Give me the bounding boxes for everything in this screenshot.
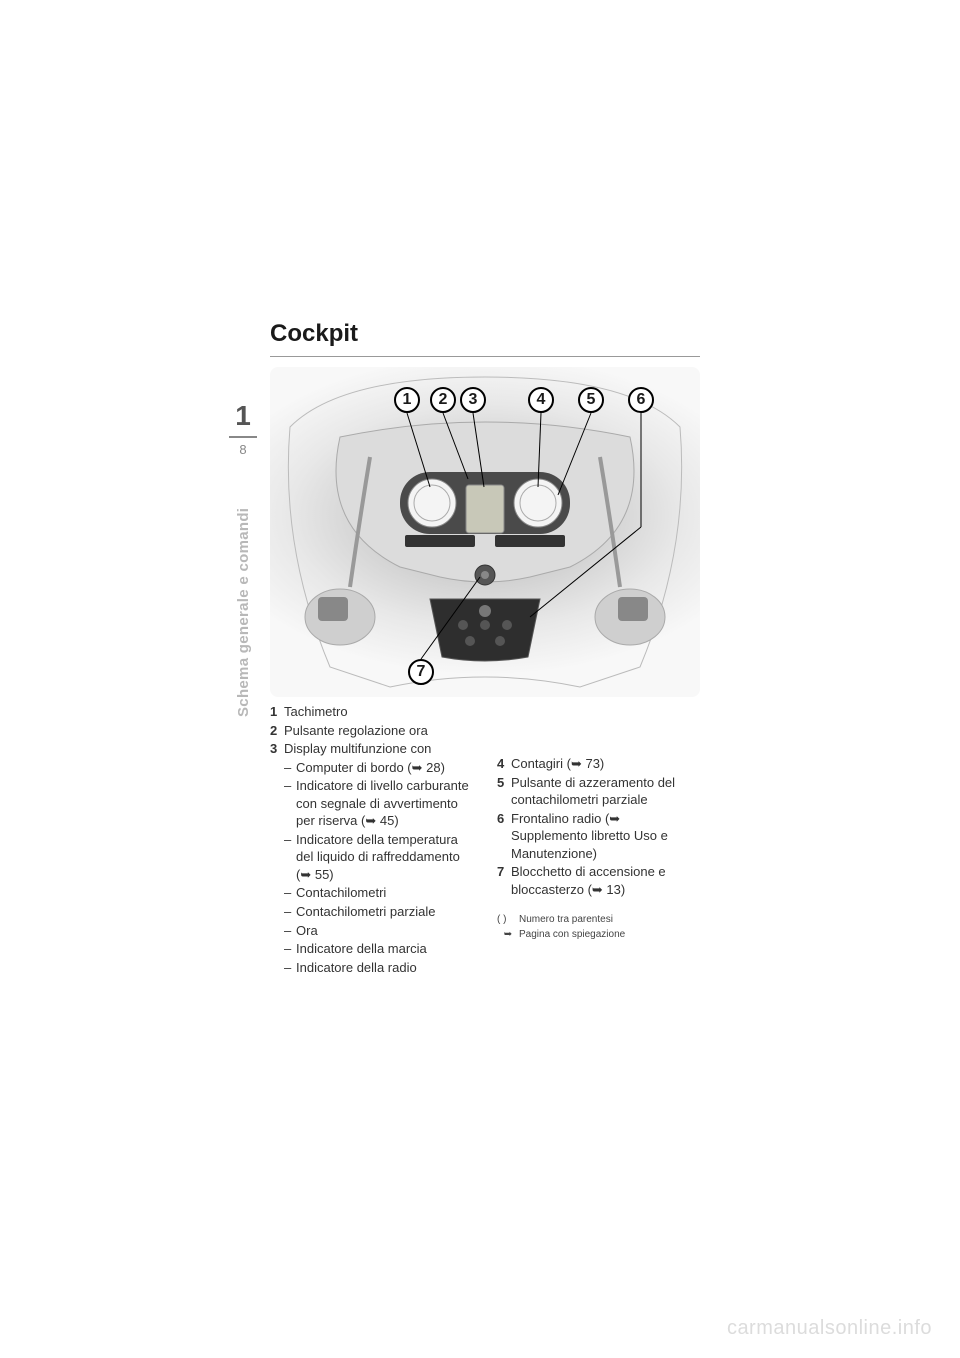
cockpit-diagram: 1 2 3 4 5 6 7 [270, 367, 700, 697]
legend-item-5: 5 Pulsante di azzeramento del contachilo… [497, 774, 700, 809]
cockpit-illustration [270, 367, 700, 697]
legend-text: Blocchetto di accensione e bloccasterzo … [511, 863, 700, 898]
sub-text: Computer di bordo (➥ 28) [296, 759, 473, 777]
section-label: Schema generale e comandi [235, 497, 252, 727]
legend-sub: –Contachilometri [270, 884, 473, 902]
legend-text: Pulsante regolazione ora [284, 722, 473, 740]
legend-item-3: 3 Display multifunzione con [270, 740, 473, 758]
dash: – [284, 940, 296, 958]
footnote-row: ( ) Numero tra parentesi [497, 912, 700, 927]
legend-item-1: 1 Tachimetro [270, 703, 473, 721]
legend-sub: –Indicatore di livello carbu­rante con s… [270, 777, 473, 830]
legend-item-4: 4 Contagiri (➥ 73) [497, 755, 700, 773]
callout-5: 5 [578, 387, 604, 413]
legend-right-column: 4 Contagiri (➥ 73) 5 Pulsante di azzeram… [497, 703, 700, 977]
legend-text: Pulsante di azzeramento del contachilome… [511, 774, 700, 809]
legend-item-6: 6 Frontalino radio (➥ Supplemento libret… [497, 810, 700, 863]
footnote-symbol: ➥ [497, 927, 519, 942]
legend-columns: 1 Tachimetro 2 Pulsante regolazione ora … [270, 703, 700, 977]
legend-item-2: 2 Pulsante regolazione ora [270, 722, 473, 740]
dash: – [284, 884, 296, 902]
legend-num: 5 [497, 774, 511, 809]
legend-num: 2 [270, 722, 284, 740]
dash: – [284, 922, 296, 940]
legend-text: Contagiri (➥ 73) [511, 755, 700, 773]
callout-3: 3 [460, 387, 486, 413]
sub-text: Contachilometri parziale [296, 903, 473, 921]
legend-text: Display multifunzione con [284, 740, 473, 758]
sub-text: Indicatore della tempera­tura del liquid… [296, 831, 473, 884]
dash: – [284, 831, 296, 884]
legend-sub: –Computer di bordo (➥ 28) [270, 759, 473, 777]
callout-6: 6 [628, 387, 654, 413]
dash: – [284, 903, 296, 921]
legend-sub: –Indicatore della radio [270, 959, 473, 977]
footnote-text: Pagina con spiegazione [519, 927, 625, 942]
legend-num: 4 [497, 755, 511, 773]
sub-text: Contachilometri [296, 884, 473, 902]
sub-text: Indicatore di livello carbu­rante con se… [296, 777, 473, 830]
page-title: Cockpit [270, 320, 960, 348]
legend-num: 3 [270, 740, 284, 758]
legend-sub: –Contachilometri parziale [270, 903, 473, 921]
callout-2: 2 [430, 387, 456, 413]
legend-text: Frontalino radio (➥ Supplemento libretto… [511, 810, 700, 863]
dash: – [284, 759, 296, 777]
chapter-rule [229, 436, 257, 438]
legend-item-7: 7 Blocchetto di accensione e bloccasterz… [497, 863, 700, 898]
callout-1: 1 [394, 387, 420, 413]
callout-7: 7 [408, 659, 434, 685]
legend-sub: –Indicatore della tempera­tura del liqui… [270, 831, 473, 884]
legend-left-column: 1 Tachimetro 2 Pulsante regolazione ora … [270, 703, 473, 977]
sub-text: Indicatore della radio [296, 959, 473, 977]
sub-text: Ora [296, 922, 473, 940]
footnote-row: ➥ Pagina con spiegazione [497, 927, 700, 942]
title-rule [270, 356, 700, 357]
legend-text: Tachimetro [284, 703, 473, 721]
watermark: carmanualsonline.info [727, 1317, 932, 1340]
sub-text: Indicatore della marcia [296, 940, 473, 958]
legend-num: 7 [497, 863, 511, 898]
callout-4: 4 [528, 387, 554, 413]
dash: – [284, 777, 296, 830]
footnote-symbol: ( ) [497, 912, 519, 927]
page-number: 8 [228, 442, 258, 457]
legend-num: 6 [497, 810, 511, 863]
footnote: ( ) Numero tra parentesi ➥ Pagina con sp… [497, 912, 700, 942]
footnote-text: Numero tra parentesi [519, 912, 613, 927]
legend-sub: –Ora [270, 922, 473, 940]
sidebar: 1 8 Schema generale e comandi [228, 400, 258, 732]
legend-sub: –Indicatore della marcia [270, 940, 473, 958]
chapter-number: 1 [228, 400, 258, 432]
legend-num: 1 [270, 703, 284, 721]
dash: – [284, 959, 296, 977]
